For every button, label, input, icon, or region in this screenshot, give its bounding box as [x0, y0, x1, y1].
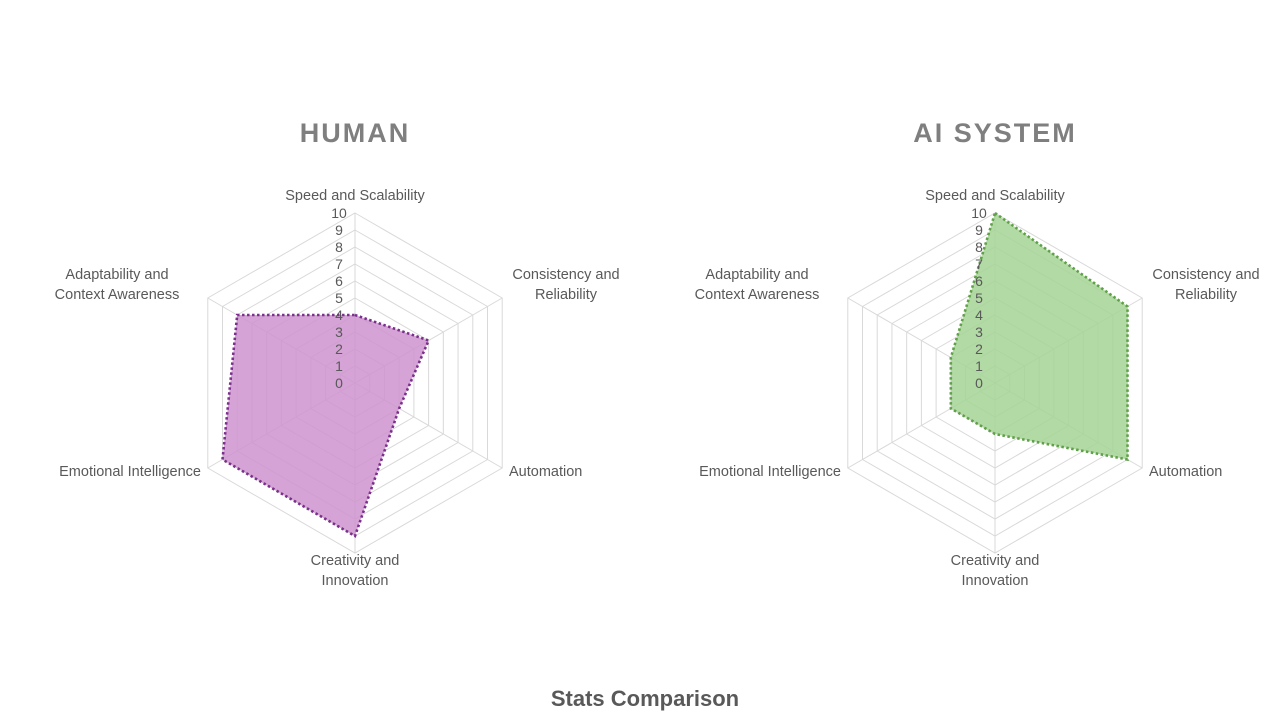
human-axis-label: Emotional Intelligence: [59, 464, 201, 480]
ai-axis-label: Adaptability and Context Awareness: [695, 267, 820, 303]
ai-tick-label: 10: [971, 205, 987, 221]
human-axis-label: Consistency and Reliability: [512, 267, 619, 303]
human-axis-label: Speed and Scalability: [285, 188, 425, 204]
human-tick-label: 9: [335, 222, 343, 238]
ai-tick-label: 0: [975, 375, 983, 391]
human-tick-label: 1: [335, 358, 343, 374]
ai-axis-label: Automation: [1149, 464, 1222, 480]
human-tick-label: 5: [335, 290, 343, 306]
ai-tick-label: 4: [975, 307, 983, 323]
human-tick-label: 10: [331, 205, 347, 221]
ai-tick-label: 3: [975, 324, 983, 340]
human-tick-label: 3: [335, 324, 343, 340]
human-chart-title: HUMAN: [299, 118, 411, 148]
human-axis-label: Creativity and Innovation: [311, 553, 400, 589]
ai-axis-label: Emotional Intelligence: [699, 464, 841, 480]
human-axis-label: Automation: [509, 464, 582, 480]
ai-tick-label: 1: [975, 358, 983, 374]
ai-axis-label: Creativity and Innovation: [951, 553, 1040, 589]
human-tick-label: 4: [335, 307, 343, 323]
ai-axis-label: Speed and Scalability: [925, 188, 1065, 204]
ai-tick-label: 9: [975, 222, 983, 238]
ai-axis-label: Consistency and Reliability: [1152, 267, 1259, 303]
ai-tick-label: 6: [975, 273, 983, 289]
human-tick-label: 0: [335, 375, 343, 391]
ai-tick-label: 5: [975, 290, 983, 306]
human-tick-label: 2: [335, 341, 343, 357]
human-tick-label: 6: [335, 273, 343, 289]
stats-comparison-title: Stats Comparison: [550, 686, 740, 711]
human-series-area: [221, 313, 431, 538]
human-axis-label: Adaptability and Context Awareness: [55, 267, 180, 303]
ai-chart-title: AI SYSTEM: [913, 118, 1077, 148]
ai-tick-label: 7: [975, 256, 983, 272]
ai-tick-label: 2: [975, 341, 983, 357]
human-tick-label: 8: [335, 239, 343, 255]
ai-tick-label: 8: [975, 239, 983, 255]
human-tick-label: 7: [335, 256, 343, 272]
